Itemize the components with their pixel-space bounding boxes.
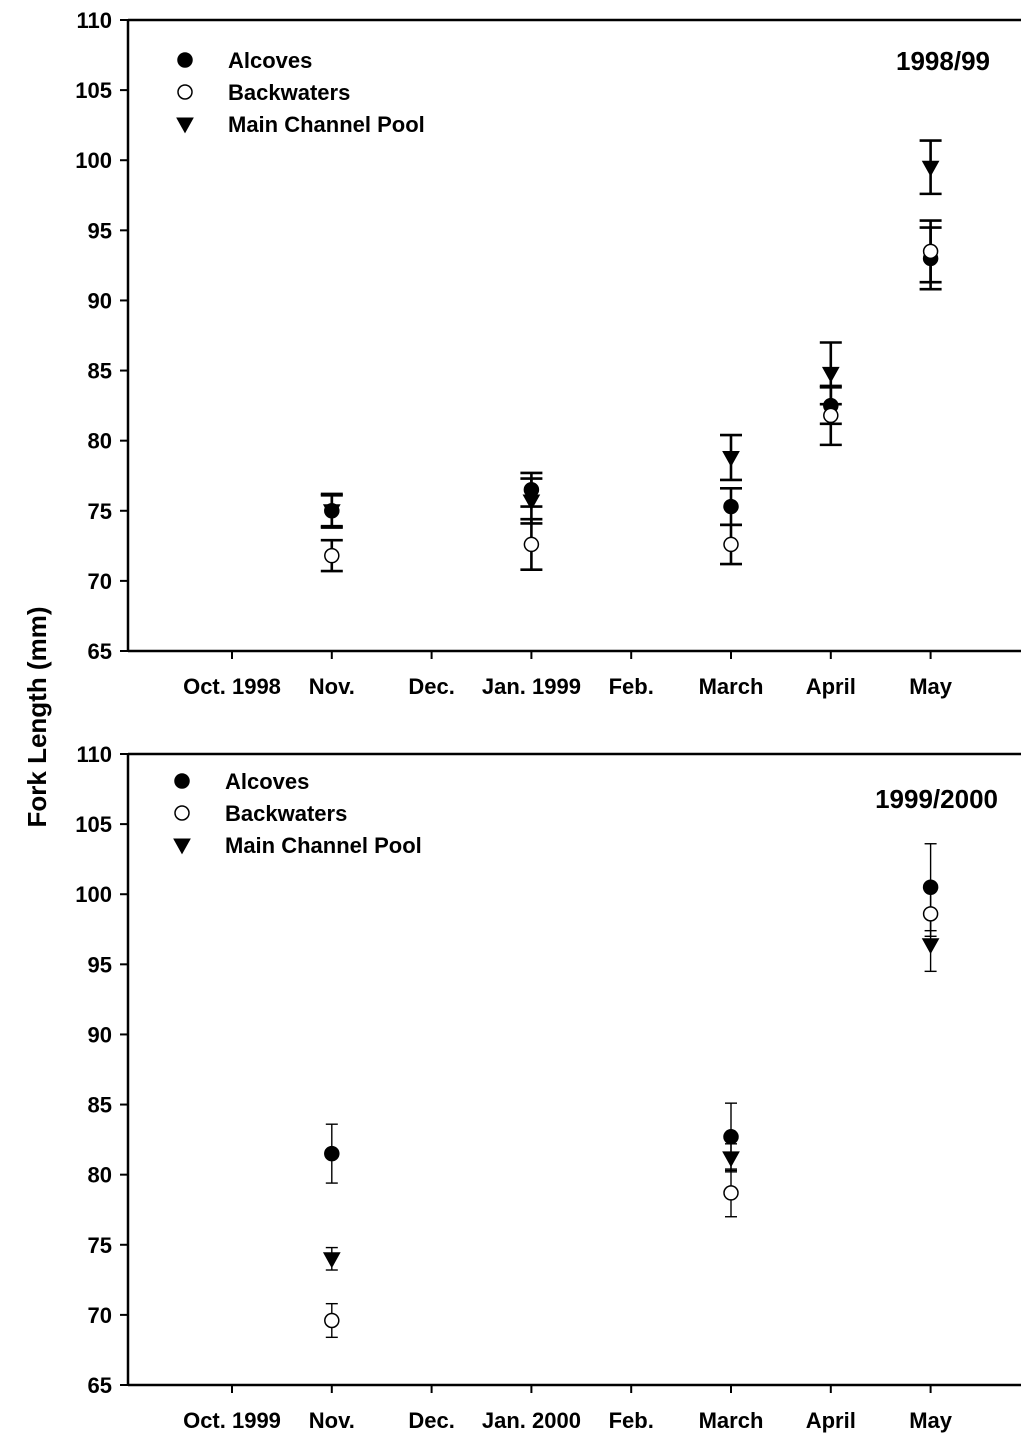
x-tick-label: Dec. <box>408 1408 454 1433</box>
x-tick-label: Feb. <box>609 674 654 699</box>
data-point <box>723 536 739 553</box>
y-tick-label: 100 <box>75 148 112 173</box>
legend-entry-label: Backwaters <box>225 801 347 826</box>
y-tick-label: 95 <box>88 952 112 977</box>
legend-entry-label: Alcoves <box>228 48 312 73</box>
y-tick-label: 85 <box>88 359 112 384</box>
legend-marker <box>177 52 193 68</box>
x-tick-label: April <box>806 674 856 699</box>
y-tick-label: 85 <box>88 1093 112 1118</box>
x-tick-label: Jan. 2000 <box>482 1408 581 1433</box>
y-tick-label: 95 <box>88 218 112 243</box>
x-tick-label: April <box>806 1408 856 1433</box>
legend-entry-label: Alcoves <box>225 769 309 794</box>
data-point <box>723 1129 739 1145</box>
x-tick-label: Dec. <box>408 674 454 699</box>
data-point <box>324 547 340 564</box>
data-point <box>921 938 940 955</box>
y-tick-label: 100 <box>75 882 112 907</box>
legend: Alcoves Backwaters Main Channel Pool <box>176 48 425 137</box>
data-point <box>823 407 839 424</box>
x-tick-label: March <box>699 1408 764 1433</box>
y-tick-label: 65 <box>88 639 112 664</box>
legend-entry-label: Main Channel Pool <box>228 112 425 137</box>
legend-marker <box>173 838 191 855</box>
data-point <box>922 879 939 895</box>
legend-entry-label: Main Channel Pool <box>225 833 422 858</box>
data-point <box>723 1185 739 1201</box>
y-tick-label: 75 <box>88 1233 112 1258</box>
data-point <box>322 504 341 521</box>
data-point <box>324 1145 340 1162</box>
data-point <box>821 366 840 383</box>
data-point <box>722 450 740 467</box>
legend-marker <box>177 84 193 100</box>
panel-label: 1998/99 <box>896 46 990 76</box>
data-point <box>723 498 739 515</box>
data-point <box>922 906 939 922</box>
y-tick-label: 105 <box>75 78 112 103</box>
x-tick-label: March <box>699 674 764 699</box>
y-tick-label: 90 <box>88 288 112 313</box>
panel-label: 1999/2000 <box>875 784 998 814</box>
y-tick-label: 90 <box>88 1022 112 1047</box>
legend: Alcoves Backwaters Main Channel Pool <box>173 769 422 858</box>
y-tick-label: 70 <box>88 1303 112 1328</box>
x-tick-label: Feb. <box>609 1408 654 1433</box>
chart-panel: 65 70 75 80 85 90 95 100 105 110 Oct. 1998 Nov. Dec.… <box>75 8 1021 699</box>
chart-panel: 65 70 75 80 85 90 95 100 105 110 Oct. 1999 Nov. Dec.… <box>75 742 1021 1433</box>
data-point <box>322 1252 341 1269</box>
legend-marker <box>174 773 190 789</box>
x-tick-label: Oct. 1998 <box>183 674 281 699</box>
data-point <box>324 1312 340 1329</box>
y-tick-label: 110 <box>77 8 113 33</box>
y-tick-label: 65 <box>88 1373 112 1398</box>
x-tick-label: Jan. 1999 <box>482 674 581 699</box>
x-tick-label: Nov. <box>309 674 355 699</box>
data-point <box>922 243 939 260</box>
y-tick-label: 110 <box>77 742 113 767</box>
y-tick-label: 70 <box>88 569 112 594</box>
y-tick-label: 75 <box>88 499 112 524</box>
y-tick-label: 80 <box>88 429 112 454</box>
x-tick-label: Nov. <box>309 1408 355 1433</box>
y-tick-label: 80 <box>88 1163 112 1188</box>
data-point <box>522 494 541 511</box>
data-point <box>722 1151 740 1168</box>
y-tick-label: 105 <box>75 812 112 837</box>
data-point <box>523 536 540 553</box>
x-tick-label: May <box>909 1408 953 1433</box>
y-axis-label: Fork Length (mm) <box>22 607 52 828</box>
legend-marker <box>176 117 194 134</box>
x-tick-label: Oct. 1999 <box>183 1408 281 1433</box>
x-tick-label: May <box>909 674 953 699</box>
data-point <box>921 160 940 177</box>
legend-marker <box>174 805 190 821</box>
legend-entry-label: Backwaters <box>228 80 350 105</box>
